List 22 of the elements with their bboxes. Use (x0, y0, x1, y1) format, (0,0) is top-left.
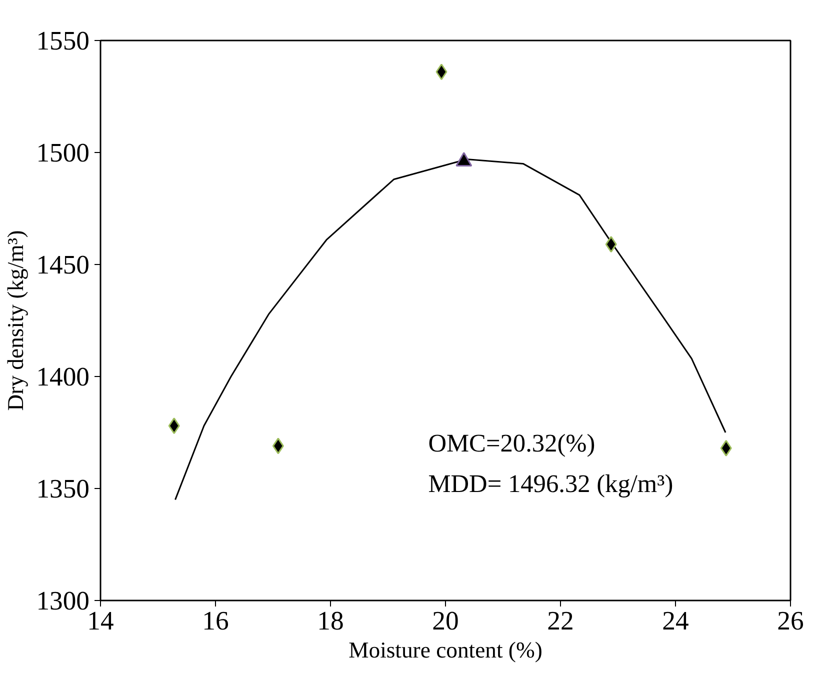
x-tick-label: 20 (432, 606, 459, 636)
y-tick-label: 1500 (36, 138, 90, 168)
y-tick-label: 1450 (36, 250, 90, 280)
y-tick-label: 1350 (36, 474, 90, 504)
x-axis-title: Moisture content (%) (348, 638, 542, 662)
x-tick-label: 22 (547, 606, 574, 636)
point (436, 64, 448, 80)
annotation: MDD= 1496.32 (kg/m³) (428, 470, 674, 498)
point (168, 418, 180, 434)
point (605, 236, 617, 253)
x-tick-label: 26 (777, 606, 804, 636)
x-tick-label: 24 (662, 606, 689, 636)
point (720, 440, 732, 456)
y-axis-title: Dry density (kg/m³) (3, 230, 28, 411)
y-tick-label: 1400 (36, 362, 90, 392)
point (272, 438, 284, 454)
annotation: OMC=20.32(%) (428, 430, 596, 458)
x-tick-label: 16 (202, 606, 229, 636)
y-tick-label: 1550 (36, 26, 90, 56)
x-tick-label: 18 (317, 606, 344, 636)
x-tick-label: 14 (87, 606, 114, 636)
y-tick-label: 1300 (36, 586, 90, 616)
